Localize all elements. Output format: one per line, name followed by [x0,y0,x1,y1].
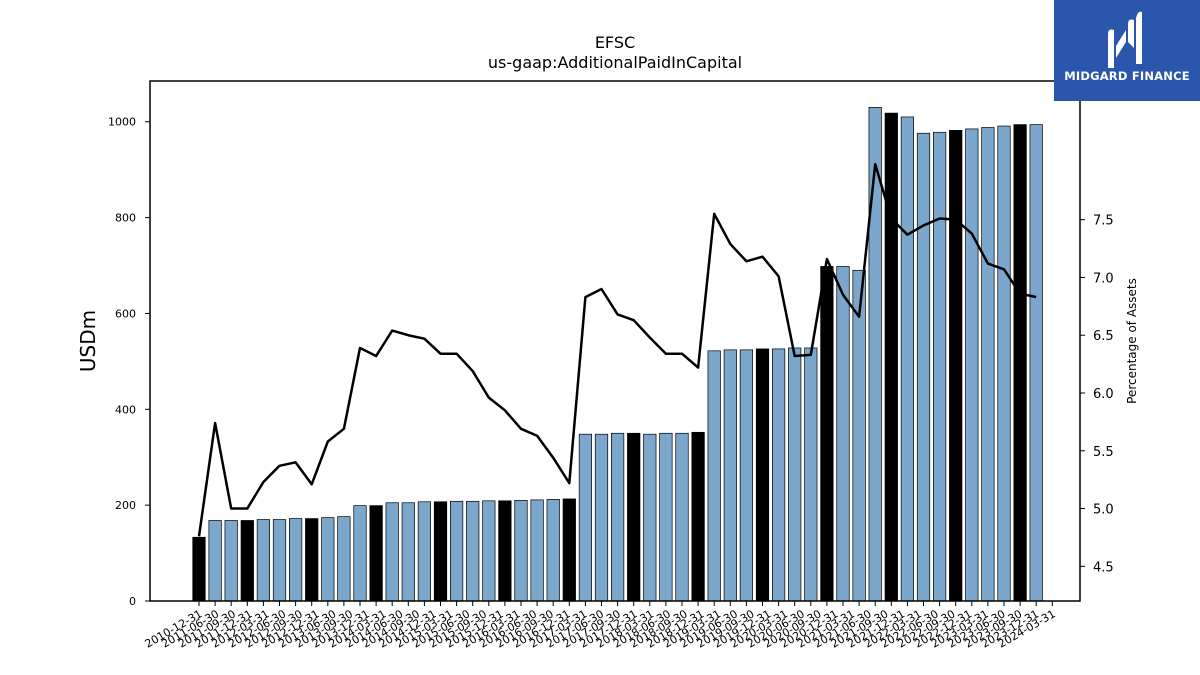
bar [610,432,625,602]
bar [739,349,754,602]
line-series [197,162,1037,537]
bar [514,500,528,602]
y-axis-label: USDm [76,310,100,372]
y-tick-label: 400 [115,403,136,416]
bar [997,125,1011,602]
bar [240,520,254,602]
chart-subtitle: us-gaap:AdditionalPaidInCapital [488,53,742,72]
brand-name: MIDGARD FINANCE [1064,69,1190,83]
bar [916,132,931,602]
bar [562,498,576,602]
bar [466,500,480,602]
bar [675,432,689,602]
y-tick-label: 1000 [108,116,136,129]
x-axis: 2010-12-312011-06-302011-09-302011-12-31… [143,601,1058,651]
bar [337,516,351,602]
bar [305,518,319,602]
y-tick-label: 600 [115,307,136,320]
bar [981,127,995,602]
bar [578,433,593,602]
y2-tick-label: 5.5 [1093,445,1114,460]
brand-logo: MIDGARD FINANCE [1054,0,1200,101]
bar [949,130,963,602]
y-tick-label: 200 [115,499,136,512]
bar [1013,124,1027,602]
bar [627,432,641,602]
bar [417,501,431,602]
bar [530,499,544,602]
y2-tick-label: 7.5 [1093,214,1114,229]
bar [884,112,898,602]
bar [691,431,705,602]
y2-tick-label: 6.5 [1093,329,1114,344]
bar [804,347,818,602]
bar [932,131,947,602]
y-axis-right: 4.5 5.0 5.5 6.0 6.5 7.0 7.5 [1080,214,1114,575]
bar [385,502,399,602]
bar [1029,124,1043,602]
bar [450,500,464,602]
bar [353,505,367,602]
bar [224,520,238,602]
y2-axis-label: Percentage of Assets [1125,278,1139,404]
bar [369,505,383,602]
bar [788,347,802,602]
bar [900,116,915,602]
y-tick-label: 800 [115,212,136,225]
bar [401,502,415,602]
y-axis-left: 0 200 400 600 800 1000 [108,116,150,608]
bar [836,266,850,602]
bar [707,350,721,602]
y2-tick-label: 4.5 [1093,560,1114,575]
y2-tick-label: 6.0 [1093,387,1114,402]
bar [723,349,737,602]
y-tick-label: 0 [129,595,136,608]
chart-title: EFSC [595,33,635,52]
bar [820,266,834,602]
bar [192,536,206,602]
bar [659,432,673,602]
bar [433,501,448,602]
bar [321,517,335,602]
y2-tick-label: 5.0 [1093,503,1114,518]
midgard-logo-icon [1108,11,1142,68]
bar [498,500,512,602]
plot-frame [149,80,1081,602]
bar [272,519,287,602]
bar [852,269,866,602]
bar [546,499,560,602]
bar [208,520,222,602]
bar [755,348,770,602]
y2-tick-label: 7.0 [1093,271,1114,286]
bar [289,518,303,602]
bar [256,519,270,602]
bar-series [192,107,1043,602]
bar [594,433,609,602]
bar [965,128,979,602]
bar [771,348,786,602]
bar [643,433,657,602]
bar [482,500,496,602]
line-series-path [197,162,1037,537]
